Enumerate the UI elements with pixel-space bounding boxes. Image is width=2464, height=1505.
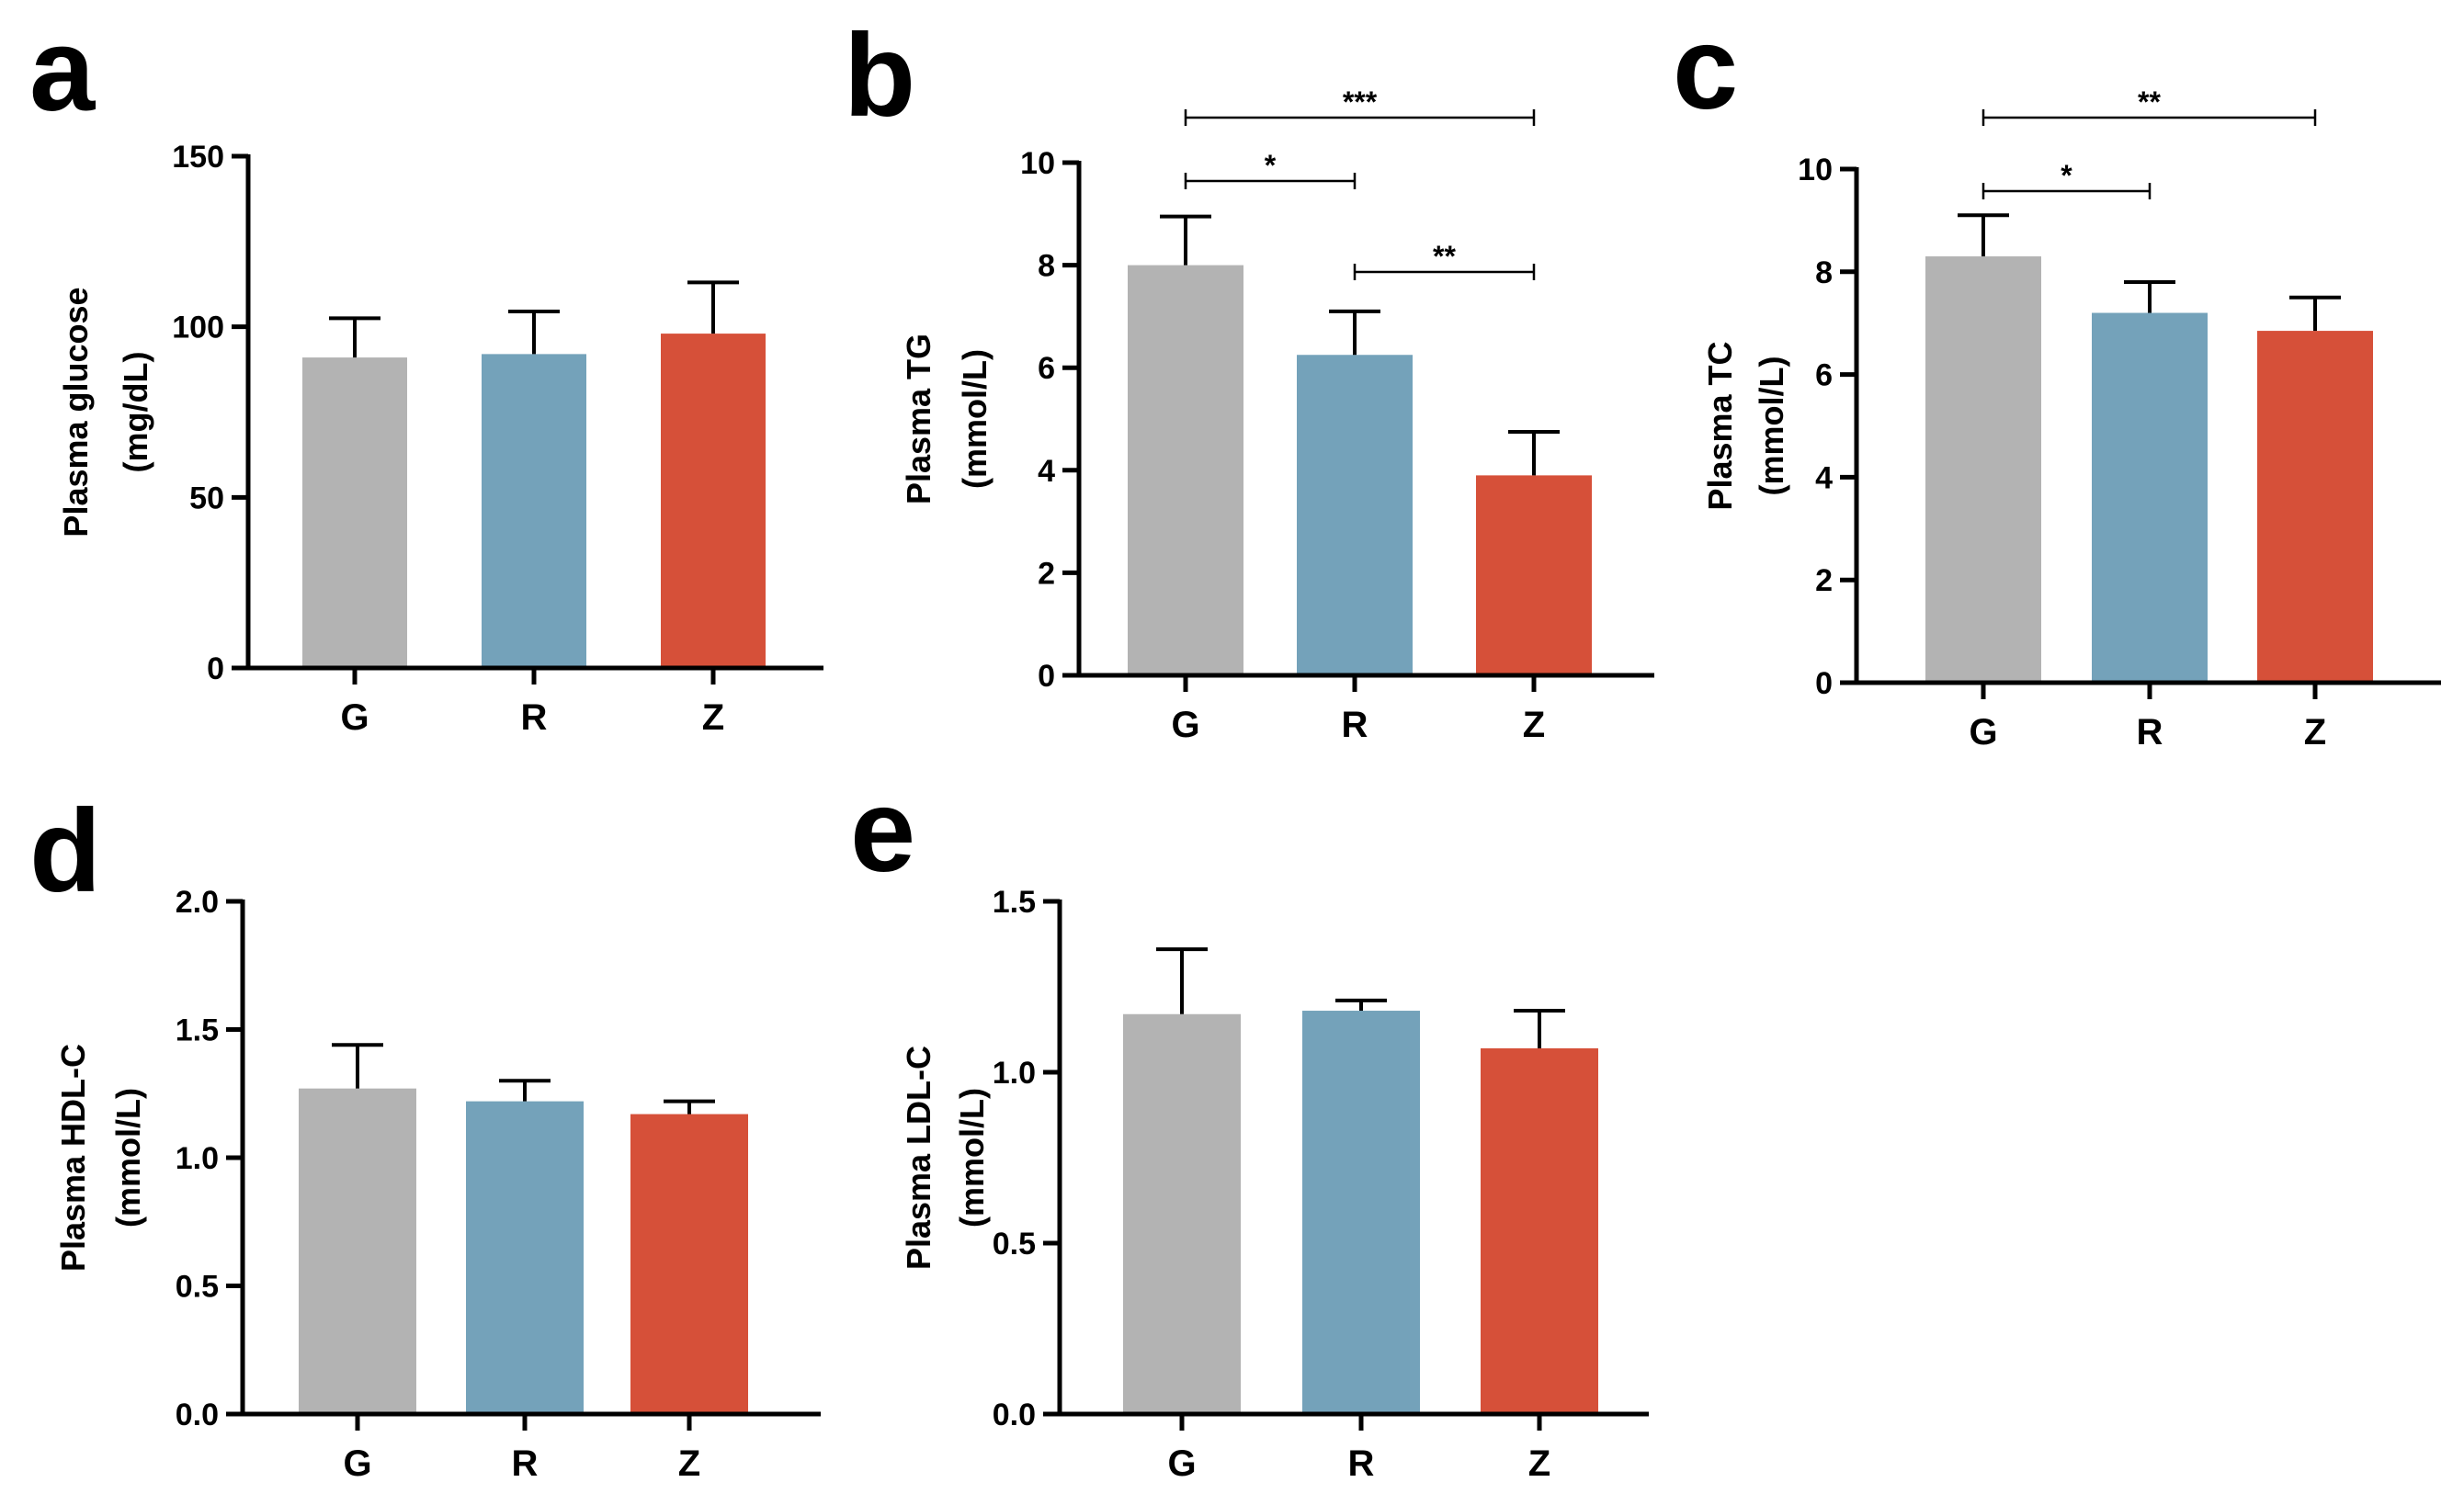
bar-z <box>661 334 766 668</box>
x-tick-label-g: G <box>1969 712 1997 752</box>
y-tick-label: 8 <box>1038 249 1055 284</box>
y-tick-label: 6 <box>1038 351 1055 386</box>
y-tick-label: 0.5 <box>176 1270 219 1305</box>
significance-bracket: *** <box>1184 85 1536 126</box>
x-tick-label-r: R <box>512 1443 539 1484</box>
y-axis-title-line-2: (mmol/L) <box>1753 356 1790 496</box>
y-tick-label: 100 <box>172 311 224 345</box>
y-axis-title-line-2: (mmol/L) <box>956 349 994 489</box>
y-axis-title-line-1: Plasma TC <box>1701 341 1739 510</box>
x-tick-label-r: R <box>521 697 548 738</box>
y-tick-label: 0.5 <box>993 1227 1036 1262</box>
significance-bracket: ** <box>1353 240 1536 280</box>
panel-letter-d: d <box>29 786 101 917</box>
significance-bracket: * <box>1184 149 1357 189</box>
y-tick-label: 2 <box>1815 563 1833 598</box>
bar-z <box>2257 331 2373 683</box>
panel-letter-e: e <box>850 765 915 897</box>
significance-label: ** <box>2138 85 2161 119</box>
y-tick-label: 0 <box>1815 666 1833 701</box>
significance-label: * <box>2061 159 2072 192</box>
y-tick-label: 0 <box>1038 659 1055 694</box>
y-axis-title-line-2: (mg/dL) <box>117 352 154 473</box>
y-tick-label: 150 <box>172 140 224 175</box>
bar-g <box>1123 1013 1241 1414</box>
y-axis-title-line-2: (mmol/L) <box>109 1088 147 1228</box>
significance-label: ** <box>1433 240 1456 273</box>
panel-e: e Plasma LDL-C (mmol/L) 0.0 0.5 1.0 1.5 G R Z <box>850 765 1649 1484</box>
panel-letter-c: c <box>1673 3 1738 134</box>
x-tick-label-r: R <box>2137 712 2163 752</box>
panel-a: a Plasma glucose (mg/dL) 0 50 100 150 G R Z <box>29 5 823 738</box>
bar-r <box>2092 312 2208 683</box>
y-tick-label: 1.0 <box>176 1141 219 1176</box>
y-tick-label: 2.0 <box>176 885 219 920</box>
panel-d: d Plasma HDL-C (mmol/L) 0.0 0.5 1.0 1.5 2.0 G R Z <box>29 786 821 1484</box>
y-tick-label: 1.5 <box>993 885 1036 920</box>
x-tick-label-r: R <box>1342 705 1368 745</box>
bar-z <box>1481 1047 1598 1414</box>
y-tick-label: 0.0 <box>993 1398 1036 1432</box>
bar-g <box>1925 256 2041 683</box>
x-tick-label-r: R <box>1348 1443 1375 1484</box>
x-tick-label-g: G <box>1171 705 1199 745</box>
y-axis-title-line-2: (mmol/L) <box>953 1088 991 1228</box>
bar-r <box>482 354 586 668</box>
x-tick-label-z: Z <box>678 1443 700 1484</box>
panel-letter-a: a <box>29 5 96 136</box>
x-tick-label-z: Z <box>702 697 724 738</box>
bar-r <box>1297 355 1413 675</box>
bar-g <box>1128 265 1243 675</box>
bar-g <box>299 1088 416 1414</box>
significance-bracket: ** <box>1981 85 2317 126</box>
x-tick-label-z: Z <box>2304 712 2326 752</box>
y-axis-title-line-1: Plasma glucose <box>57 287 95 537</box>
y-tick-label: 50 <box>189 481 224 515</box>
y-tick-label: 10 <box>1020 146 1055 181</box>
x-tick-label-g: G <box>343 1443 371 1484</box>
panel-letter-b: b <box>844 10 915 141</box>
significance-bracket: * <box>1981 159 2152 199</box>
bar-r <box>1302 1011 1420 1414</box>
x-tick-label-g: G <box>1167 1443 1196 1484</box>
y-axis-title-line-1: Plasma LDL-C <box>900 1046 937 1270</box>
y-tick-label: 1.5 <box>176 1013 219 1048</box>
x-tick-label-g: G <box>340 697 369 738</box>
y-axis-title-line-1: Plasma HDL-C <box>54 1044 92 1272</box>
y-axis-title-line-1: Plasma TG <box>900 334 937 504</box>
significance-label: * <box>1265 149 1277 182</box>
y-tick-label: 1.0 <box>993 1056 1036 1091</box>
bar-z <box>1476 475 1592 675</box>
y-tick-label: 10 <box>1798 153 1833 187</box>
y-tick-label: 4 <box>1038 454 1055 489</box>
y-tick-label: 6 <box>1815 358 1833 393</box>
x-tick-label-z: Z <box>1523 705 1545 745</box>
x-tick-label-z: Z <box>1528 1443 1550 1484</box>
y-tick-label: 8 <box>1815 255 1833 290</box>
significance-label: *** <box>1343 85 1378 119</box>
bar-z <box>630 1114 748 1414</box>
bar-r <box>466 1101 584 1414</box>
y-tick-label: 4 <box>1815 460 1833 495</box>
bar-g <box>302 357 407 668</box>
y-tick-label: 2 <box>1038 556 1055 591</box>
y-tick-label: 0 <box>207 651 224 686</box>
y-tick-label: 0.0 <box>176 1398 219 1432</box>
